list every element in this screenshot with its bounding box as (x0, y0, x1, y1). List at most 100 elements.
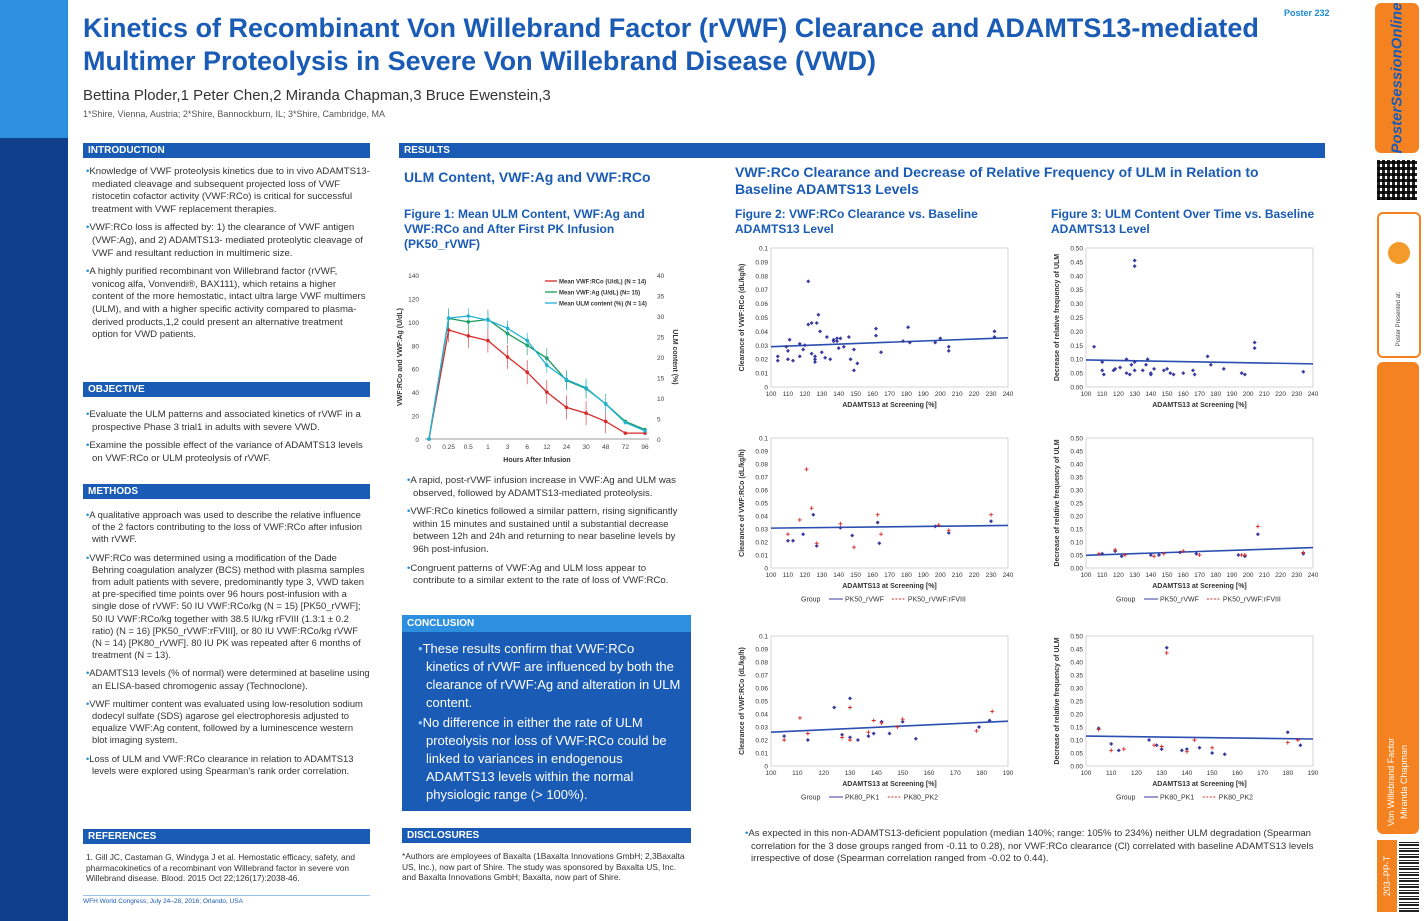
y-tick-label: 0.04 (755, 712, 768, 719)
poster-number: Poster 232 (1284, 8, 1330, 18)
y-tick-label: 0.08 (755, 273, 768, 280)
y-tick-label: 80 (412, 343, 420, 350)
data-point (806, 279, 811, 284)
results-bullets: A rapid, post-rVWF infusion increase in … (404, 475, 687, 594)
data-point (1159, 744, 1164, 749)
bullet: A rapid, post-rVWF infusion increase in … (404, 475, 687, 500)
bullet: A qualitative approach was used to descr… (83, 509, 370, 546)
plot-frame (1085, 247, 1314, 388)
x-tick-label: 140 (1145, 572, 1156, 579)
x-tick-label: 190 (1003, 770, 1014, 777)
y-tick-label: 0.1 (759, 634, 768, 641)
data-point (1239, 371, 1244, 376)
data-point (1147, 738, 1152, 742)
data-point (1255, 532, 1260, 537)
qr-code (1377, 160, 1417, 200)
y-tick-label: 0.45 (1070, 259, 1083, 266)
data-point (564, 405, 569, 410)
legend-label: PK50_rVWF:rFVIII (1223, 597, 1281, 604)
right-bullet: As expected in this non-ADAMTS13-deficie… (742, 828, 1322, 872)
data-point (813, 354, 818, 359)
y-tick-label: 0.09 (755, 449, 768, 456)
x-tick-label: 0.25 (442, 444, 455, 451)
data-point (887, 731, 892, 736)
x-tick-label: 150 (1162, 572, 1173, 579)
data-point (1181, 549, 1186, 554)
data-point (992, 329, 997, 334)
y-tick-label: 0.04 (755, 329, 768, 336)
x-tick-label: 180 (1210, 391, 1221, 398)
vertical-labels: Von Willebrand Factor Miranda Chapman (1385, 738, 1411, 827)
bullet: As expected in this non-ADAMTS13-deficie… (742, 828, 1322, 866)
y-tick-label: 0 (764, 385, 768, 392)
plot-frame (770, 437, 1009, 569)
bullet: Examine the possible effect of the varia… (83, 440, 370, 465)
x-axis-label: ADAMTS13 at Screening [%] (1152, 583, 1247, 590)
data-point (813, 359, 818, 364)
data-point (446, 316, 451, 320)
data-point (1132, 258, 1137, 263)
x-tick-label: 200 (1243, 572, 1254, 579)
y-axis-label: Clearance of VWF:RCo (dL/kg/h) (739, 264, 746, 372)
y-tick-label: 0.25 (1070, 501, 1083, 508)
data-point (873, 326, 878, 331)
data-point (850, 533, 855, 538)
data-point (871, 718, 876, 723)
x-tick-label: 180 (901, 572, 912, 579)
data-point (1179, 748, 1184, 753)
data-point (525, 370, 529, 375)
x-axis-label: ADAMTS13 at Screening [%] (1152, 402, 1247, 409)
bullet: No difference in either the rate of ULM … (416, 714, 681, 804)
x-tick-label: 180 (1210, 572, 1221, 579)
regression-line (770, 720, 1009, 733)
data-point (990, 709, 995, 714)
x-tick-label: 170 (1257, 770, 1268, 777)
data-point (1148, 371, 1153, 376)
y-tick-label: 0 (415, 437, 419, 444)
x-tick-label: 190 (918, 391, 929, 398)
y-tick-label: 0.00 (1070, 566, 1083, 573)
data-point (545, 363, 549, 367)
disclosures-heading: DISCLOSURES (402, 828, 691, 843)
orange-band: Von Willebrand Factor Miranda Chapman (1377, 362, 1419, 834)
y-tick-label: 0.25 (1070, 315, 1083, 322)
authors: Bettina Ploder,1 Peter Chen,2 Miranda Ch… (83, 87, 551, 104)
bullet: VWF:RCo was determined using a modificat… (83, 552, 370, 662)
y-axis-label: Clearance of VWF:RCo (dL/kg/h) (739, 647, 746, 755)
x-tick-label: 130 (816, 391, 827, 398)
y-tick-label: 0.00 (1070, 385, 1083, 392)
x-tick-label: 100 (766, 770, 777, 777)
data-point (871, 731, 876, 736)
x-tick-label: 110 (783, 391, 794, 398)
y-tick-label: 0.01 (755, 553, 768, 560)
y-tick-label: 0.15 (1070, 343, 1083, 350)
x-tick-label: 100 (766, 391, 777, 398)
data-point (1197, 745, 1202, 750)
data-point (936, 523, 941, 528)
series-line (428, 315, 646, 440)
legend-label: Mean VWF:RCo (U/dL) (N = 14) (559, 280, 646, 286)
y-tick-label: 0.50 (1070, 634, 1083, 641)
y-tick-label: 0.00 (1070, 764, 1083, 771)
vertical-label-1: Von Willebrand Factor (1386, 737, 1396, 827)
data-point (785, 357, 790, 362)
x-tick-label: 130 (1129, 572, 1140, 579)
legend-title: Group (801, 597, 821, 604)
x-tick-label: 210 (952, 572, 963, 579)
data-point (835, 336, 840, 341)
x-axis-label: ADAMTS13 at Screening [%] (842, 781, 937, 788)
right-sidebar: PosterSessionOnline Poster Presented at:… (1372, 0, 1424, 921)
figure1-chart: 0 20 40 60 80 100 120 140 0 5 10 15 20 25 30 35 40 0 0.25 0… (397, 273, 678, 464)
x-tick-label: 170 (1194, 391, 1205, 398)
data-point (775, 354, 780, 359)
data-point (1252, 340, 1257, 345)
data-point (1124, 371, 1129, 376)
y-tick-label: 0.40 (1070, 660, 1083, 667)
data-point (879, 532, 884, 537)
y-tick-label: 0.30 (1070, 488, 1083, 495)
x-tick-label: 150 (897, 770, 908, 777)
results-subheading: ULM Content, VWF:Ag and VWF:RCo (404, 169, 651, 185)
x-tick-label: 120 (1113, 572, 1124, 579)
data-point (1116, 748, 1121, 753)
x-tick-label: 140 (871, 770, 882, 777)
